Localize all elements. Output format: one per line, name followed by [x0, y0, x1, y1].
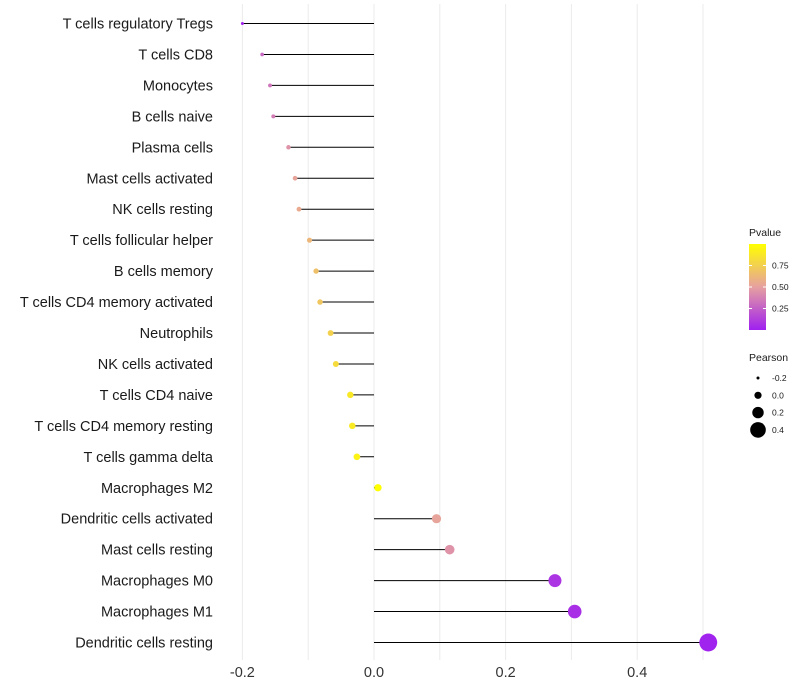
category-label: T cells gamma delta	[84, 450, 214, 466]
size-legend-label: 0.0	[772, 390, 784, 400]
colorbar-tick-label: 0.25	[772, 304, 789, 314]
lollipop-point	[444, 544, 455, 555]
category-label: T cells CD4 memory activated	[20, 295, 213, 311]
colorbar-tick-label: 0.50	[772, 282, 789, 292]
category-label: Macrophages M0	[101, 574, 213, 590]
category-label: Macrophages M1	[101, 605, 213, 621]
lollipop-point	[260, 52, 264, 57]
lollipop-point	[271, 114, 276, 119]
category-label: T cells regulatory Tregs	[63, 17, 213, 33]
size-legend-key	[750, 422, 766, 438]
category-label: Mast cells activated	[86, 171, 213, 187]
lollipop-point	[548, 574, 562, 588]
category-label: T cells CD8	[138, 47, 213, 63]
category-axis: T cells regulatory Tregs T cells CD8 Monoc…	[20, 17, 214, 652]
category-label: T cells follicular helper	[70, 233, 213, 249]
size-legend-key	[752, 406, 764, 419]
size-legend-label: 0.2	[772, 408, 784, 418]
lollipop-point	[699, 633, 718, 652]
lollipop-point	[240, 21, 244, 26]
x-axis: -0.2 0.0 0.2 0.4	[230, 665, 647, 681]
category-label: Dendritic cells activated	[61, 512, 213, 528]
lollipop-point	[313, 268, 319, 274]
pearson-legend-title: Pearson	[749, 352, 788, 364]
size-legend-label: -0.2	[772, 373, 787, 383]
lollipop-point	[347, 391, 354, 399]
lollipop-point	[306, 237, 313, 243]
category-label: B cells naive	[132, 109, 213, 125]
category-label: Neutrophils	[140, 326, 213, 342]
lollipop-point	[327, 330, 334, 336]
x-tick-label: -0.2	[230, 665, 255, 681]
x-tick-label: 0.4	[627, 665, 647, 681]
lollipop-point	[296, 206, 302, 212]
category-label: Plasma cells	[132, 140, 213, 156]
lollipop-point	[286, 145, 291, 150]
x-tick-label: 0.0	[364, 665, 384, 681]
size-legend-key	[754, 391, 762, 399]
lollipop-point	[567, 604, 582, 619]
lollipop-point	[431, 514, 442, 524]
colorbar-tick-label: 0.75	[772, 261, 789, 271]
pvalue-legend-title: Pvalue	[749, 227, 781, 239]
lollipop-point	[292, 175, 298, 181]
lollipop-point	[374, 484, 382, 492]
grid-lines	[241, 4, 704, 660]
lollipop-point	[317, 299, 323, 305]
pvalue-colorbar	[749, 244, 766, 330]
category-label: T cells CD4 naive	[100, 388, 213, 404]
lollipop-point	[332, 360, 339, 367]
category-label: Dendritic cells resting	[75, 636, 213, 652]
lollipop-point	[349, 422, 356, 430]
lollipop-point	[268, 83, 272, 88]
pvalue-legend: Pvalue 0.75 0.50 0.25	[749, 227, 789, 330]
size-legend-label: 0.4	[772, 425, 784, 435]
lollipop-points	[240, 21, 718, 652]
lollipop-stems	[242, 23, 709, 643]
size-legend-key	[756, 376, 760, 380]
lollipop-point	[353, 453, 361, 461]
x-tick-label: 0.2	[496, 665, 516, 681]
category-label: NK cells resting	[112, 202, 213, 218]
category-label: B cells memory	[114, 264, 214, 280]
category-label: NK cells activated	[98, 357, 213, 373]
category-label: Monocytes	[143, 78, 213, 94]
category-label: Mast cells resting	[101, 543, 213, 559]
pearson-legend: Pearson -0.2 0.0 0.2 0.4	[749, 352, 788, 438]
category-label: Macrophages M2	[101, 481, 213, 497]
category-label: T cells CD4 memory resting	[34, 419, 213, 435]
